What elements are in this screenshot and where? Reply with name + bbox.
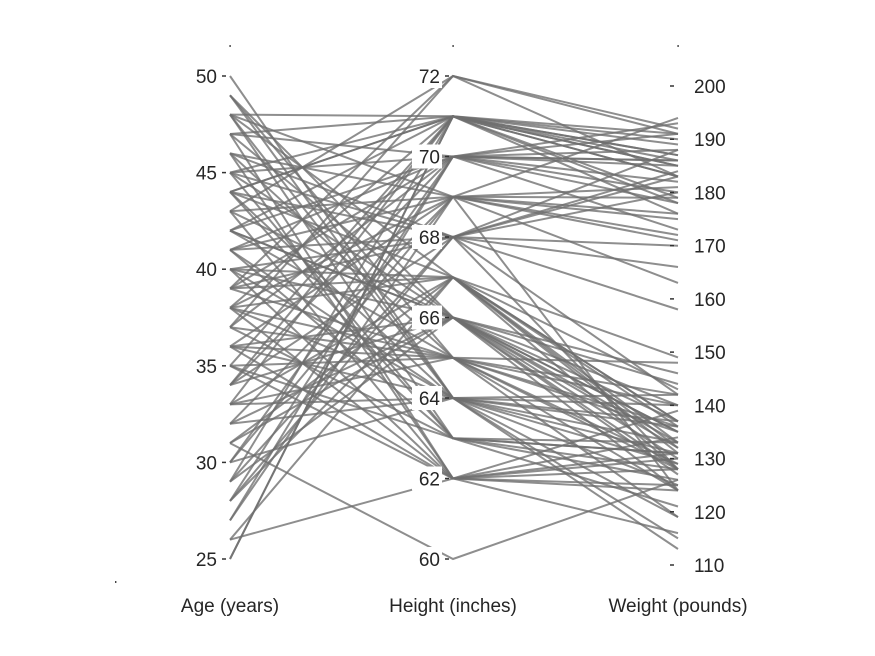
profile-line (229, 477, 679, 541)
profile-line (229, 115, 679, 193)
axis-label-height: Height (inches) (389, 596, 517, 617)
tick-label-background (412, 305, 442, 330)
profile-line (229, 115, 679, 367)
profile-line (229, 115, 679, 193)
axis-height: 60 62 64 66 68 70 72 Height (inches) (389, 45, 517, 617)
tick-label: 170 (694, 237, 726, 258)
tick-label: 190 (694, 130, 726, 151)
profile-line (229, 113, 679, 157)
profile-line (229, 113, 679, 550)
tick-label: 45 (196, 164, 217, 185)
profile-line (229, 195, 679, 492)
profile-line (229, 195, 679, 251)
tick-label: 35 (196, 357, 217, 378)
tick-label: 180 (694, 183, 726, 204)
profile-line (229, 276, 679, 454)
profile-line (229, 170, 679, 239)
tick-label: 62 (419, 470, 440, 491)
tick-label: 120 (694, 503, 726, 524)
tick-label-background (412, 466, 442, 491)
tick-label-background (412, 547, 442, 571)
axis-cap (677, 45, 679, 47)
tick-label: 60 (419, 550, 440, 571)
axis-cap (452, 45, 454, 47)
axis-age: 25 30 35 40 45 50 Age (years) (181, 45, 279, 617)
axis-weight: 110 120 130 140 150 160 170 180 190 200 Weight (po… (608, 45, 748, 617)
axis-label-age: Age (years) (181, 596, 279, 617)
axes: 25 30 35 40 45 50 Age (years) 60 62 64 66 68 70 72 Hei… (115, 45, 748, 617)
tick-label: 30 (196, 453, 217, 474)
tick-label: 160 (694, 290, 726, 311)
tick-label: 25 (196, 550, 217, 571)
tick-label: 64 (419, 389, 441, 410)
tick-label-background (412, 64, 442, 88)
profile-lines (229, 74, 679, 561)
tick-label: 70 (419, 148, 440, 169)
tick-label: 150 (694, 343, 726, 364)
tick-label: 50 (196, 67, 217, 88)
tick-label: 68 (419, 228, 440, 249)
tick-label: 130 (694, 450, 726, 471)
profile-line (229, 442, 679, 561)
axis-cap (229, 45, 231, 47)
tick-label: 66 (419, 309, 440, 330)
tick-label: 140 (694, 396, 726, 417)
profile-line (229, 210, 679, 480)
axis-label-weight: Weight (pounds) (608, 596, 747, 617)
profile-line (229, 316, 679, 460)
tick-label: 200 (694, 77, 726, 98)
profile-line (229, 152, 679, 428)
tick-label-background (412, 144, 442, 169)
tick-label-background (412, 225, 442, 249)
tick-label: 72 (419, 67, 440, 88)
tick-label-background (412, 386, 442, 410)
profile-line (229, 74, 679, 328)
origin-marker (115, 581, 117, 583)
tick-label: 110 (694, 556, 724, 577)
tick-label: 40 (196, 260, 217, 281)
profile-line (229, 155, 679, 521)
